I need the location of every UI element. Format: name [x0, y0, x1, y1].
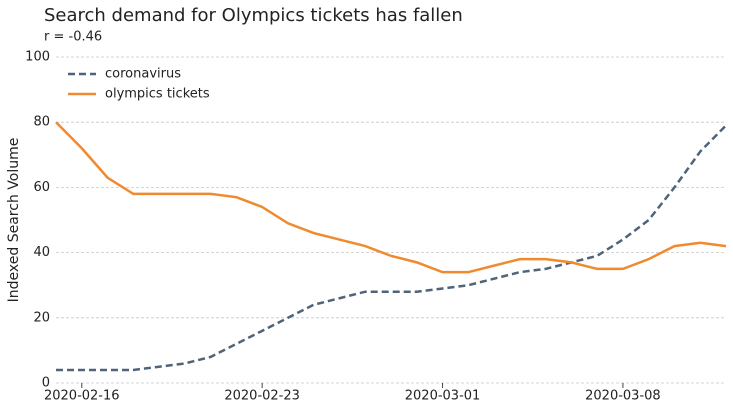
x-tick-label: 2020-03-08	[585, 389, 661, 404]
y-tick-label: 60	[33, 180, 50, 195]
chart-subtitle: r = -0.46	[44, 30, 102, 45]
y-tick-label: 20	[33, 310, 50, 325]
y-tick-label: 0	[42, 376, 50, 391]
legend-label: coronavirus	[105, 67, 181, 82]
series-line	[55, 121, 727, 274]
y-tick-label: 40	[33, 245, 50, 260]
x-tick-label: 2020-02-16	[44, 389, 120, 404]
x-tick-label: 2020-02-23	[224, 389, 300, 404]
y-tick-label: 80	[33, 115, 50, 130]
y-axis-label: Indexed Search Volume	[6, 138, 22, 303]
chart-title: Search demand for Olympics tickets has f…	[44, 5, 463, 26]
legend-label: olympics tickets	[105, 87, 210, 102]
x-tick-label: 2020-03-01	[405, 389, 481, 404]
series-line	[56, 124, 727, 372]
y-tick-label: 100	[25, 50, 50, 65]
